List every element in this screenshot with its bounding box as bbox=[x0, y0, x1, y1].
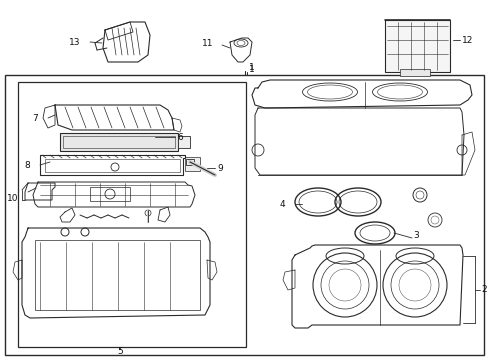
Bar bbox=[45, 159, 180, 172]
Text: 4: 4 bbox=[279, 199, 285, 208]
Bar bbox=[185, 159, 194, 165]
Bar bbox=[399, 69, 429, 76]
Bar bbox=[60, 133, 178, 151]
Text: 2: 2 bbox=[480, 285, 486, 294]
Text: 5: 5 bbox=[117, 347, 122, 356]
Bar bbox=[5, 75, 483, 355]
Text: 6: 6 bbox=[177, 132, 183, 141]
Text: 1: 1 bbox=[248, 64, 254, 73]
Text: 12: 12 bbox=[461, 36, 472, 45]
Text: 8: 8 bbox=[24, 161, 30, 170]
Text: 10: 10 bbox=[6, 194, 18, 202]
Text: 13: 13 bbox=[68, 37, 80, 46]
Text: 3: 3 bbox=[412, 231, 418, 240]
Text: 9: 9 bbox=[217, 163, 223, 172]
Text: 11: 11 bbox=[201, 39, 213, 48]
Bar bbox=[18, 82, 245, 347]
Bar bbox=[35, 240, 200, 310]
Text: 7: 7 bbox=[32, 113, 38, 122]
Bar bbox=[184, 157, 200, 171]
Bar bbox=[384, 20, 449, 72]
Bar bbox=[63, 136, 175, 148]
Text: 1: 1 bbox=[248, 63, 254, 72]
Bar bbox=[178, 136, 190, 148]
Bar bbox=[90, 187, 130, 201]
